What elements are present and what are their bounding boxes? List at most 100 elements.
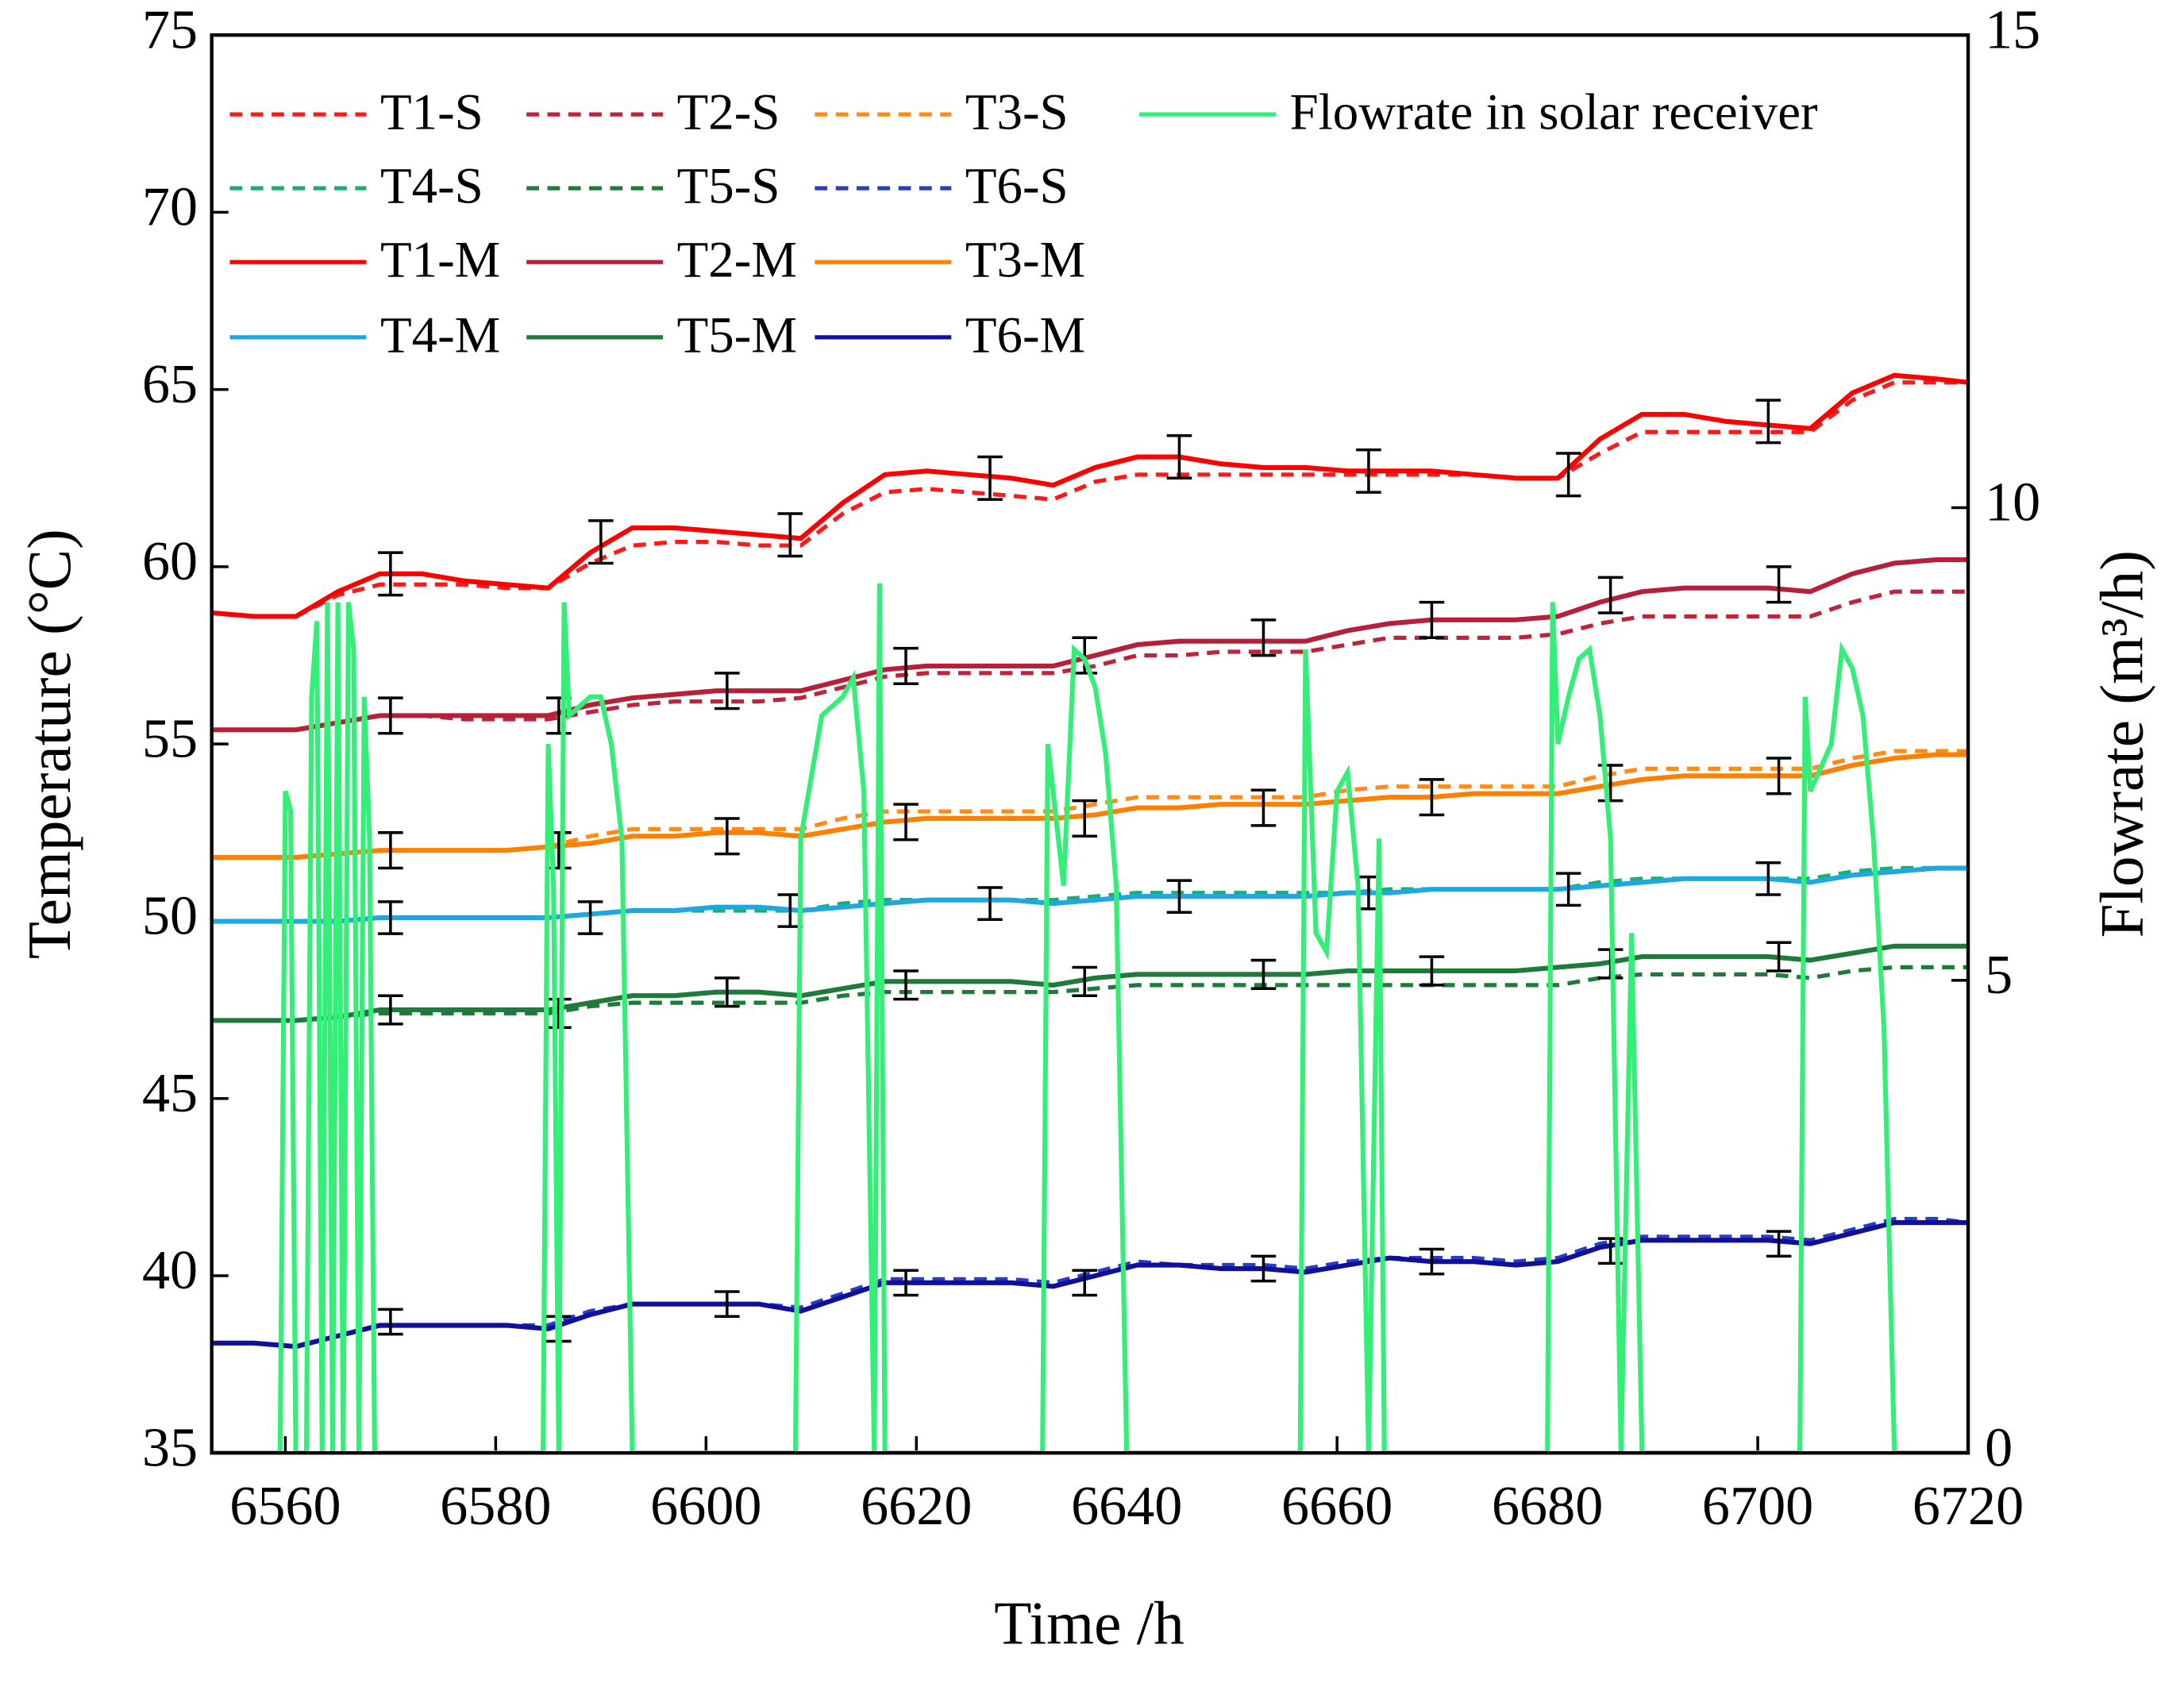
x-tick-label: 6620 bbox=[861, 1475, 972, 1537]
y-tick-label: 75 bbox=[142, 0, 198, 60]
error-bar-shape bbox=[1072, 965, 1098, 997]
y-tick-label: 55 bbox=[142, 707, 198, 769]
series-line bbox=[211, 380, 1969, 619]
error-bar bbox=[893, 1269, 919, 1297]
y-axis-title: Temperature (°C) bbox=[15, 529, 83, 959]
error-bar bbox=[588, 519, 614, 565]
error-bar-shape bbox=[378, 900, 403, 935]
error-bar-shape bbox=[977, 455, 1003, 501]
error-bar-shape bbox=[1419, 955, 1445, 987]
error-bar-shape bbox=[1250, 1254, 1277, 1283]
error-bar bbox=[1766, 757, 1792, 795]
error-bar bbox=[1250, 618, 1277, 657]
error-bar bbox=[1072, 799, 1098, 838]
error-bar bbox=[378, 994, 403, 1026]
legend-label: T2-S bbox=[677, 84, 780, 141]
error-bar-shape bbox=[577, 900, 603, 935]
error-bar-shape bbox=[1555, 872, 1581, 907]
error-bar bbox=[1419, 600, 1445, 639]
error-bar-shape bbox=[1166, 433, 1192, 480]
error-bar-shape bbox=[1419, 600, 1445, 639]
error-bar bbox=[1419, 1247, 1445, 1276]
error-bar bbox=[1555, 452, 1581, 498]
y-tick-label: 45 bbox=[142, 1062, 198, 1124]
error-bar bbox=[1072, 636, 1098, 675]
error-bar-shape bbox=[1555, 452, 1581, 498]
error-bar bbox=[1755, 861, 1781, 896]
error-bar-shape bbox=[1072, 636, 1098, 675]
plot-frame bbox=[210, 33, 1970, 1455]
error-bar-shape bbox=[1072, 799, 1098, 838]
error-bar bbox=[1250, 1254, 1277, 1283]
error-bar-shape bbox=[378, 831, 403, 870]
x-tick-label: 6700 bbox=[1702, 1475, 1813, 1537]
y-tick-label: 40 bbox=[142, 1239, 198, 1301]
error-bar-shape bbox=[1597, 576, 1624, 614]
error-bar bbox=[977, 886, 1003, 921]
x-tick-label: 6720 bbox=[1912, 1475, 2024, 1537]
x-tick-label: 6660 bbox=[1281, 1475, 1392, 1537]
error-bar bbox=[378, 551, 403, 597]
series-line bbox=[211, 372, 1969, 619]
y2-tick-label: 0 bbox=[1985, 1416, 2013, 1478]
error-bar bbox=[378, 696, 403, 735]
error-bar bbox=[1755, 399, 1781, 445]
error-bar bbox=[1166, 433, 1192, 480]
series-line bbox=[211, 557, 1969, 733]
error-bar-shape bbox=[1755, 399, 1781, 445]
error-bar-shape bbox=[893, 803, 919, 842]
error-bar-shape bbox=[378, 1308, 403, 1336]
legend-label: T1-S bbox=[380, 84, 483, 141]
y-tick-label: 50 bbox=[142, 885, 198, 947]
error-bar bbox=[1250, 788, 1277, 827]
legend-label: T4-S bbox=[380, 158, 483, 215]
legend-label: Flowrate in solar receiver bbox=[1290, 84, 1818, 141]
error-bar-shape bbox=[1755, 861, 1781, 896]
error-bar bbox=[1555, 872, 1581, 907]
y-tick-label: 70 bbox=[142, 176, 198, 238]
series-line bbox=[211, 589, 1969, 732]
legend-label: T6-M bbox=[965, 306, 1085, 364]
error-bar bbox=[1419, 778, 1445, 817]
error-bar-shape bbox=[546, 997, 572, 1030]
y-tick-label: 35 bbox=[142, 1416, 198, 1478]
error-bar-shape bbox=[1766, 941, 1792, 972]
error-bar-shape bbox=[378, 551, 403, 597]
x-tick-label: 6600 bbox=[650, 1475, 761, 1537]
error-bar-shape bbox=[1356, 448, 1381, 494]
error-bar-shape bbox=[893, 969, 919, 1001]
y2-tick-label: 10 bbox=[1985, 472, 2040, 533]
error-bar bbox=[1766, 1230, 1792, 1258]
x-tick-label: 6680 bbox=[1492, 1475, 1603, 1537]
series-line bbox=[211, 749, 1969, 860]
error-bar bbox=[893, 969, 919, 1001]
y-tick-label: 60 bbox=[142, 530, 198, 592]
error-bar-shape bbox=[715, 1290, 740, 1319]
error-bar bbox=[1766, 941, 1792, 972]
series-line bbox=[211, 943, 1969, 1023]
error-bar-shape bbox=[715, 976, 740, 1008]
error-bar bbox=[715, 1290, 740, 1319]
error-bar bbox=[1766, 565, 1792, 604]
error-bar bbox=[893, 646, 919, 686]
error-bar bbox=[1250, 958, 1277, 991]
legend-label: T6-S bbox=[965, 158, 1069, 215]
error-bar-shape bbox=[893, 1269, 919, 1297]
error-bar bbox=[715, 817, 740, 856]
series-line bbox=[211, 865, 1969, 924]
error-bar-shape bbox=[1072, 1269, 1098, 1297]
error-bar bbox=[977, 455, 1003, 501]
error-bar bbox=[777, 512, 803, 558]
legend-label: T5-M bbox=[677, 306, 797, 364]
x-tick-label: 6560 bbox=[229, 1475, 341, 1537]
error-bar-shape bbox=[1250, 958, 1277, 991]
error-bar bbox=[577, 900, 603, 935]
error-bar-shape bbox=[715, 672, 740, 711]
error-bar-shape bbox=[1419, 1247, 1445, 1276]
error-bar-shape bbox=[893, 646, 919, 686]
error-bar bbox=[1072, 965, 1098, 997]
legend-label: T3-M bbox=[965, 232, 1085, 289]
error-bar bbox=[1072, 1269, 1098, 1297]
